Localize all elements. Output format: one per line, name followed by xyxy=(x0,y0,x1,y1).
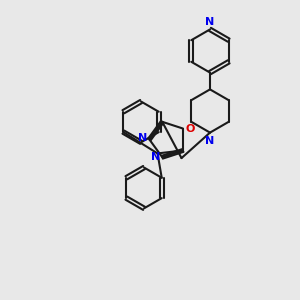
Text: N: N xyxy=(151,152,160,162)
Text: N: N xyxy=(206,136,214,146)
Text: N: N xyxy=(206,17,214,27)
Text: N: N xyxy=(138,133,147,143)
Text: O: O xyxy=(185,124,195,134)
